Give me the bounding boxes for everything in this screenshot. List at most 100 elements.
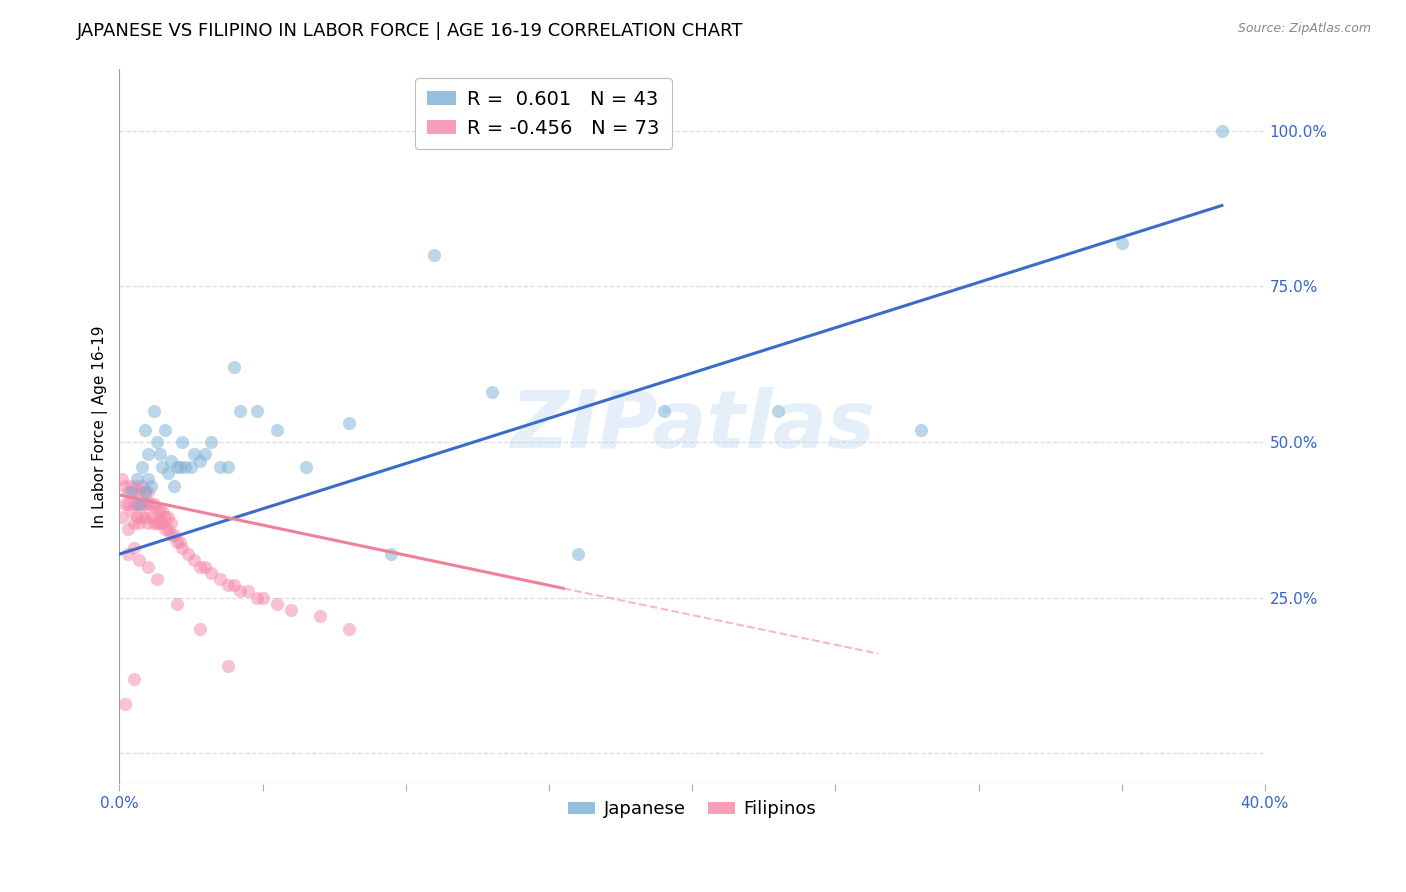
Point — [155, 423, 177, 437]
Point — [337, 622, 360, 636]
Point — [145, 503, 167, 517]
Point — [111, 509, 134, 524]
Point — [208, 459, 231, 474]
Point — [194, 559, 217, 574]
Point — [309, 609, 332, 624]
Point — [208, 572, 231, 586]
Legend: Japanese, Filipinos: Japanese, Filipinos — [561, 793, 824, 825]
Point — [114, 478, 136, 492]
Point — [380, 547, 402, 561]
Y-axis label: In Labor Force | Age 16-19: In Labor Force | Age 16-19 — [93, 326, 108, 528]
Point — [180, 459, 202, 474]
Point — [128, 497, 150, 511]
Point — [128, 516, 150, 530]
Text: Source: ZipAtlas.com: Source: ZipAtlas.com — [1237, 22, 1371, 36]
Point — [134, 509, 156, 524]
Point — [166, 597, 188, 611]
Point — [122, 516, 145, 530]
Point — [160, 528, 183, 542]
Point — [122, 497, 145, 511]
Point — [155, 522, 177, 536]
Point — [139, 509, 162, 524]
Point — [142, 497, 165, 511]
Point — [152, 503, 174, 517]
Point — [128, 497, 150, 511]
Point — [188, 622, 211, 636]
Point — [131, 459, 153, 474]
Point — [122, 484, 145, 499]
Point — [183, 448, 205, 462]
Point — [128, 484, 150, 499]
Point — [157, 466, 180, 480]
Point — [134, 484, 156, 499]
Point — [228, 404, 250, 418]
Point — [120, 484, 142, 499]
Point — [131, 478, 153, 492]
Point — [148, 503, 170, 517]
Point — [117, 497, 139, 511]
Point — [423, 248, 446, 262]
Point — [125, 472, 148, 486]
Point — [155, 509, 177, 524]
Point — [145, 435, 167, 450]
Point — [166, 534, 188, 549]
Point — [125, 478, 148, 492]
Point — [139, 497, 162, 511]
Point — [163, 478, 186, 492]
Point — [177, 547, 200, 561]
Point — [217, 459, 239, 474]
Point — [910, 423, 932, 437]
Point — [266, 423, 288, 437]
Point — [160, 453, 183, 467]
Point — [131, 497, 153, 511]
Point — [766, 404, 789, 418]
Point — [194, 448, 217, 462]
Point — [136, 497, 159, 511]
Point — [222, 360, 245, 375]
Point — [567, 547, 589, 561]
Point — [152, 459, 174, 474]
Point — [136, 559, 159, 574]
Point — [172, 541, 194, 555]
Point — [172, 435, 194, 450]
Point — [142, 516, 165, 530]
Point — [142, 404, 165, 418]
Point — [174, 459, 197, 474]
Point — [188, 453, 211, 467]
Point — [136, 516, 159, 530]
Point — [238, 584, 260, 599]
Point — [136, 484, 159, 499]
Point — [266, 597, 288, 611]
Point — [169, 459, 191, 474]
Point — [148, 448, 170, 462]
Point — [200, 566, 222, 580]
Point — [246, 404, 269, 418]
Point — [1211, 124, 1233, 138]
Text: JAPANESE VS FILIPINO IN LABOR FORCE | AGE 16-19 CORRELATION CHART: JAPANESE VS FILIPINO IN LABOR FORCE | AG… — [77, 22, 744, 40]
Point — [122, 541, 145, 555]
Point — [114, 497, 136, 511]
Point — [111, 472, 134, 486]
Point — [136, 472, 159, 486]
Point — [294, 459, 316, 474]
Point — [160, 516, 183, 530]
Point — [114, 697, 136, 711]
Point — [125, 509, 148, 524]
Text: ZIPatlas: ZIPatlas — [509, 387, 875, 466]
Point — [280, 603, 302, 617]
Point — [337, 417, 360, 431]
Point — [152, 516, 174, 530]
Point — [120, 478, 142, 492]
Point — [120, 503, 142, 517]
Point — [166, 459, 188, 474]
Point — [134, 497, 156, 511]
Point — [139, 478, 162, 492]
Point — [481, 385, 503, 400]
Point — [200, 435, 222, 450]
Point — [136, 448, 159, 462]
Point — [1111, 235, 1133, 250]
Point — [145, 516, 167, 530]
Point — [145, 572, 167, 586]
Point — [183, 553, 205, 567]
Point — [188, 559, 211, 574]
